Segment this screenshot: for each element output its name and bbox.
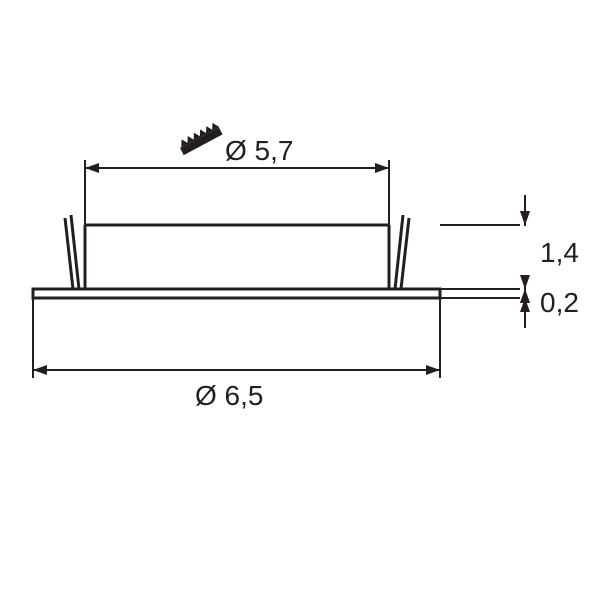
dim-cutout-diameter: Ø 5,7: [225, 135, 293, 166]
dimension-diagram: Ø 5,7 Ø 6,5 1,4 0,2: [0, 0, 600, 600]
sawblade-icon: [177, 122, 222, 155]
dim-flange-height: 0,2: [540, 287, 579, 318]
dim-outer-diameter: Ø 6,5: [195, 380, 263, 411]
dim-body-height: 1,4: [540, 237, 579, 268]
